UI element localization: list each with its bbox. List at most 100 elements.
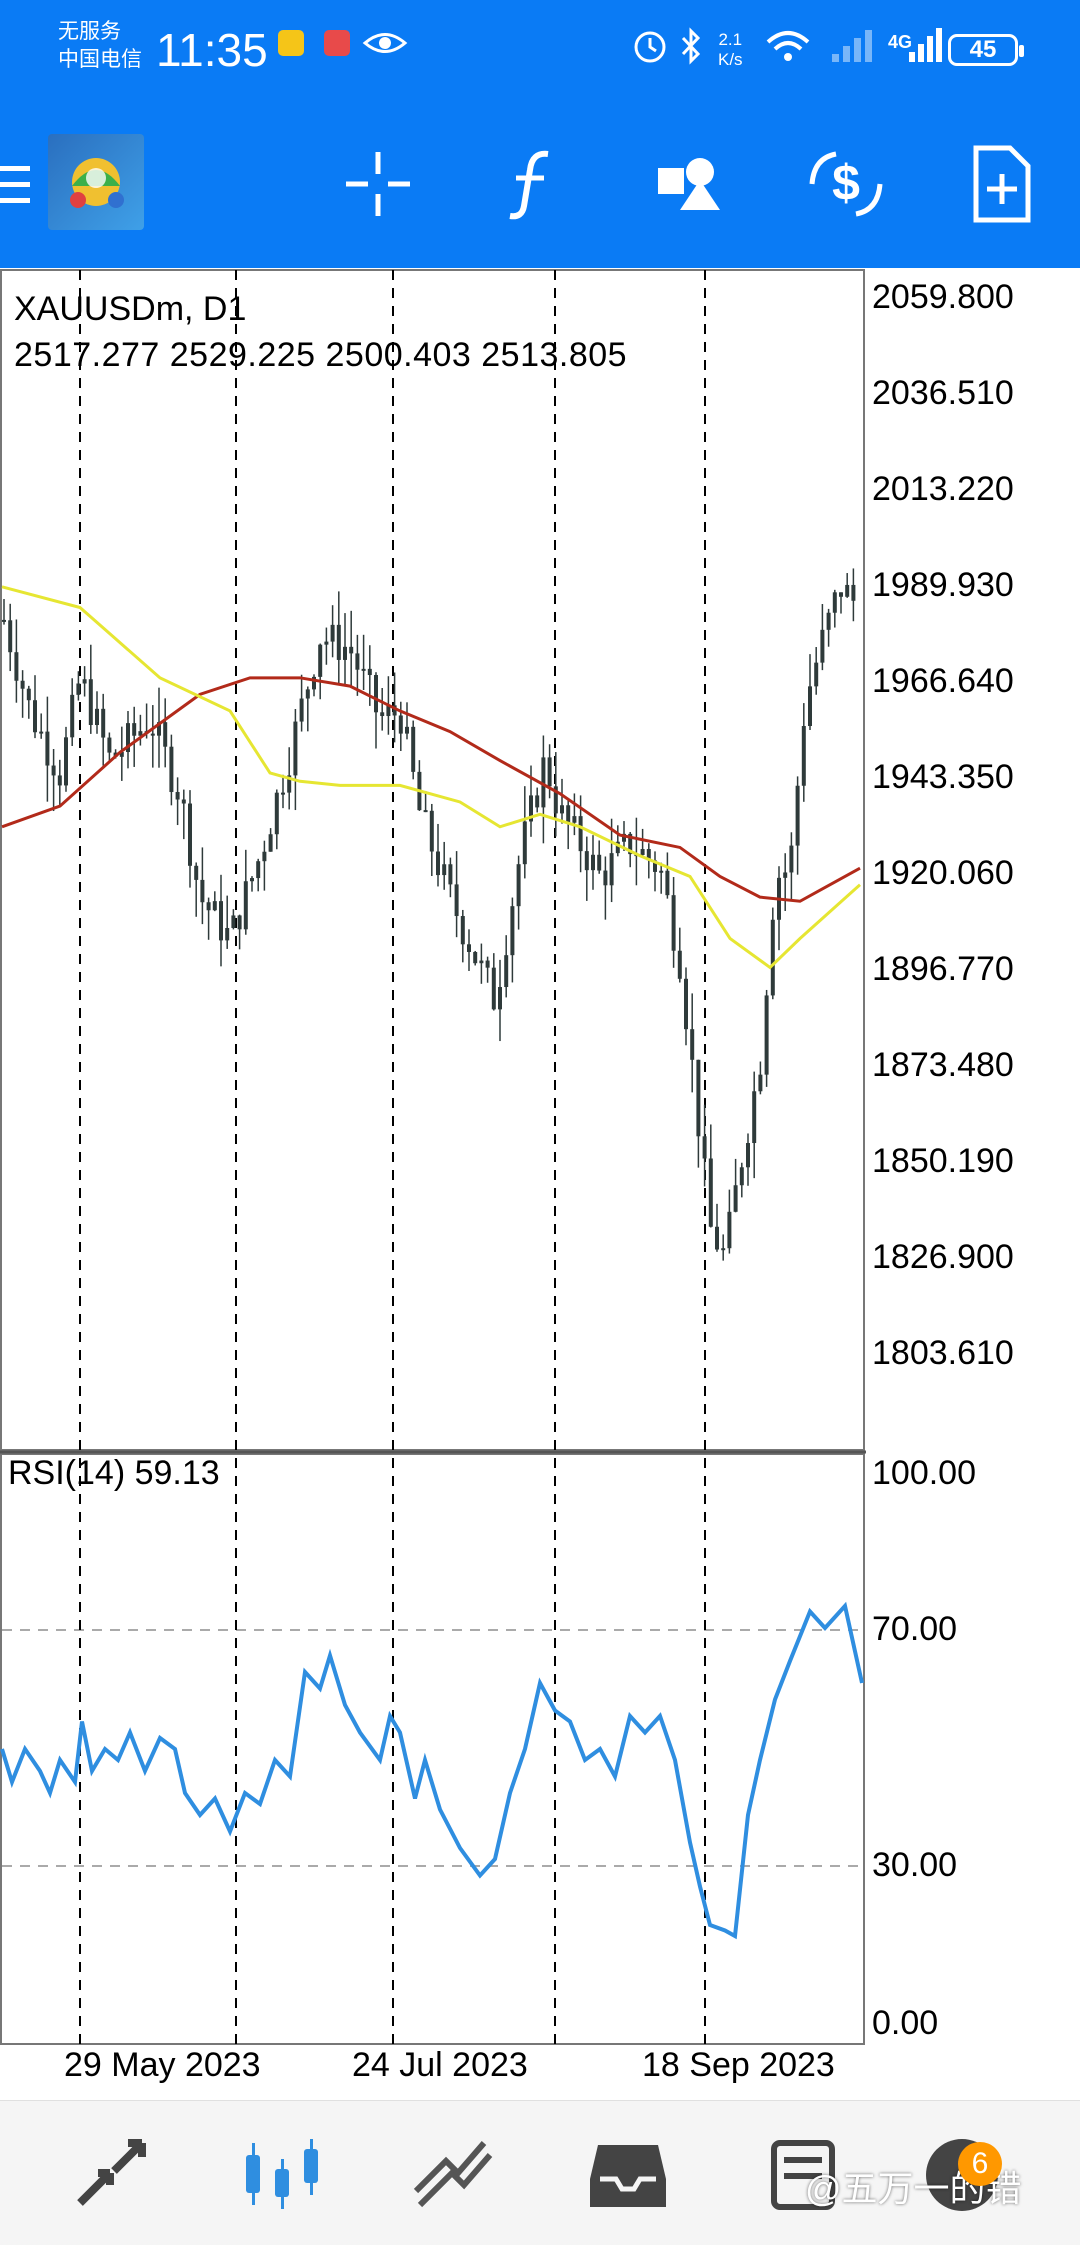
notification-badge: 6 [958, 2142, 1002, 2186]
candle-body [746, 1143, 750, 1168]
candle-body [727, 1211, 732, 1249]
network-type: 4G [888, 32, 913, 52]
candles-group [2, 568, 856, 1261]
candle-body [367, 668, 372, 676]
candle-body [739, 1167, 744, 1186]
carrier-line1: 无服务 [58, 20, 121, 43]
candle-body [628, 833, 633, 855]
candle-body [398, 715, 403, 734]
date-tick: 29 May 2023 [64, 2046, 261, 2084]
ohlc-values: 2517.277 2529.225 2500.403 2513.805 [14, 336, 628, 374]
candle-body [225, 927, 230, 941]
candle-body [57, 775, 62, 786]
metatrader-logo-icon [70, 158, 124, 208]
new-order-icon[interactable] [962, 144, 1042, 224]
candle-body [119, 752, 124, 757]
candle-body [659, 870, 664, 873]
eye-icon [362, 33, 408, 53]
candle-body [175, 792, 180, 800]
signal-icon [909, 28, 942, 62]
candle-body [299, 698, 304, 722]
candle-body [355, 653, 360, 670]
rsi-tick: 0.00 [872, 2004, 939, 2042]
candle-body [281, 792, 285, 795]
candle-body [498, 987, 502, 1010]
candle-body [622, 833, 626, 842]
candle-body [485, 960, 490, 968]
candle-body [758, 1074, 763, 1092]
candle-body [640, 849, 645, 855]
candle-body [646, 849, 651, 861]
candle-body [343, 646, 347, 660]
trade-icon[interactable]: $ [806, 144, 886, 224]
candle-body [584, 851, 589, 871]
price-chart[interactable] [0, 268, 1080, 2100]
candle-body [336, 624, 341, 660]
candle-body [194, 865, 199, 880]
candle-body [51, 765, 56, 776]
candle-body [181, 799, 186, 804]
candle-body [814, 662, 819, 687]
top-bar: 无服务 中国电信 11:35 2.1 K/s [0, 0, 1080, 268]
candle-body [163, 722, 168, 747]
candle-body [454, 884, 459, 917]
battery-indicator: 45 [948, 34, 1024, 66]
candle-body [671, 895, 676, 951]
candle-body [318, 644, 323, 677]
messages-tab-icon[interactable] [760, 2135, 844, 2213]
candle-body [429, 810, 434, 852]
candle-body [851, 584, 856, 601]
rsi-panel-frame [0, 1453, 865, 2045]
crosshair-icon[interactable] [338, 144, 418, 224]
candle-body [479, 960, 484, 964]
candle-body [491, 967, 496, 1010]
candle-body [547, 757, 552, 787]
candle-body [157, 722, 161, 736]
candle-body [380, 712, 385, 717]
candle-body [150, 733, 155, 736]
candle-body [820, 629, 825, 663]
candle-body [826, 612, 831, 630]
candle-body [39, 731, 44, 734]
indicators-icon[interactable] [494, 144, 574, 224]
candle-body [529, 795, 533, 822]
history-tab-icon[interactable] [586, 2135, 670, 2213]
candle-body [442, 864, 447, 876]
candle-body [702, 1136, 707, 1159]
date-tick: 18 Sep 2023 [642, 2046, 835, 2084]
notification-icon [278, 30, 304, 56]
period-separators [79, 270, 706, 2044]
menu-icon[interactable] [0, 162, 80, 242]
candle-body [392, 705, 397, 716]
candle-body [411, 726, 416, 772]
chart-tab-icon[interactable] [240, 2135, 324, 2213]
candle-body [256, 861, 261, 879]
carrier-line2: 中国电信 [58, 48, 142, 71]
candle-body [101, 708, 106, 738]
rsi-tick: 70.00 [872, 1610, 958, 1648]
candle-body [535, 795, 540, 808]
date-tick: 24 Jul 2023 [352, 2046, 528, 2084]
objects-icon[interactable] [650, 144, 730, 224]
chart-area[interactable]: XAUUSDm, D1 2517.277 2529.225 2500.403 2… [0, 268, 1080, 2100]
quotes-tab-icon[interactable] [70, 2135, 154, 2213]
trade-tab-icon[interactable] [412, 2135, 496, 2213]
ma-slow-line [1, 676, 861, 903]
candle-body [789, 845, 794, 873]
candle-body [312, 676, 316, 690]
app-notification-icon [324, 30, 350, 56]
metatrader-logo[interactable] [48, 134, 144, 230]
bluetooth-icon [681, 27, 701, 65]
candle-body [64, 737, 68, 786]
price-tick: 1943.350 [872, 758, 1014, 796]
price-tick: 2036.510 [872, 374, 1014, 412]
candle-body [82, 679, 87, 684]
carrier-info: 无服务 中国电信 [58, 18, 142, 74]
candle-body [591, 854, 595, 871]
price-tick: 1920.060 [872, 854, 1014, 892]
price-tick: 1989.930 [872, 566, 1014, 604]
candle-body [467, 944, 471, 952]
rsi-title: RSI(14) 59.13 [8, 1454, 220, 1492]
candle-body [715, 1226, 719, 1250]
candle-body [684, 978, 688, 1030]
